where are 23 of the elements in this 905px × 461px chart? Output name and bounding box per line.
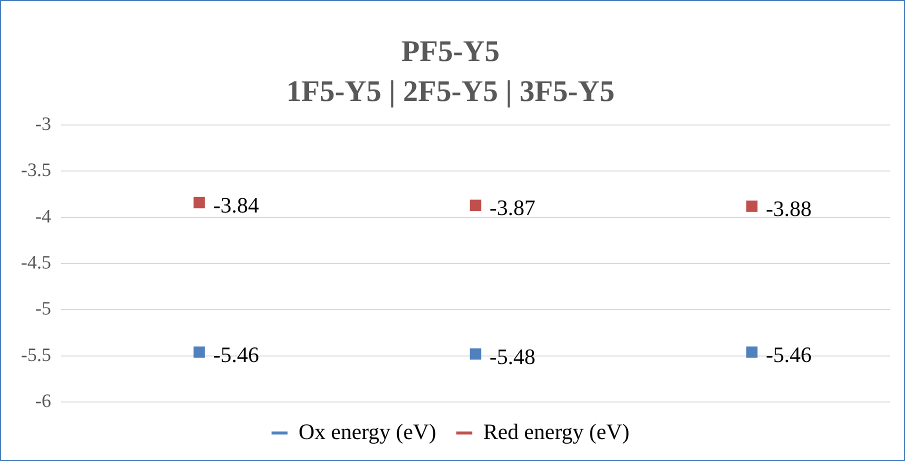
data-label: -3.87	[490, 195, 536, 220]
point	[746, 346, 758, 358]
point	[194, 196, 205, 208]
data-label: -5.46	[213, 342, 260, 367]
point	[470, 348, 482, 360]
y-tick-label: -4	[35, 206, 52, 228]
chart-title: PF5-Y5	[401, 34, 500, 68]
point	[470, 200, 482, 211]
point	[194, 346, 205, 358]
y-tick-label: -6	[35, 390, 52, 412]
data-label: -3.84	[213, 192, 260, 218]
y-tick-label: -3	[35, 114, 52, 135]
y-tick-label: -3.5	[21, 160, 52, 182]
data-label: -5.48	[490, 344, 536, 369]
data-label: -5.46	[766, 342, 812, 367]
legend-label: Red energy (eV)	[483, 418, 630, 444]
data-label: -3.88	[766, 196, 812, 222]
chart-subtitle: 1F5-Y5 | 2F5-Y5 | 3F5-Y5	[286, 74, 615, 108]
y-tick-label: -5.5	[21, 344, 52, 366]
y-tick-label: -5	[35, 298, 52, 320]
legend-label: Ox energy (eV)	[298, 418, 436, 444]
y-tick-label: -4.5	[21, 252, 52, 274]
point	[746, 200, 758, 212]
